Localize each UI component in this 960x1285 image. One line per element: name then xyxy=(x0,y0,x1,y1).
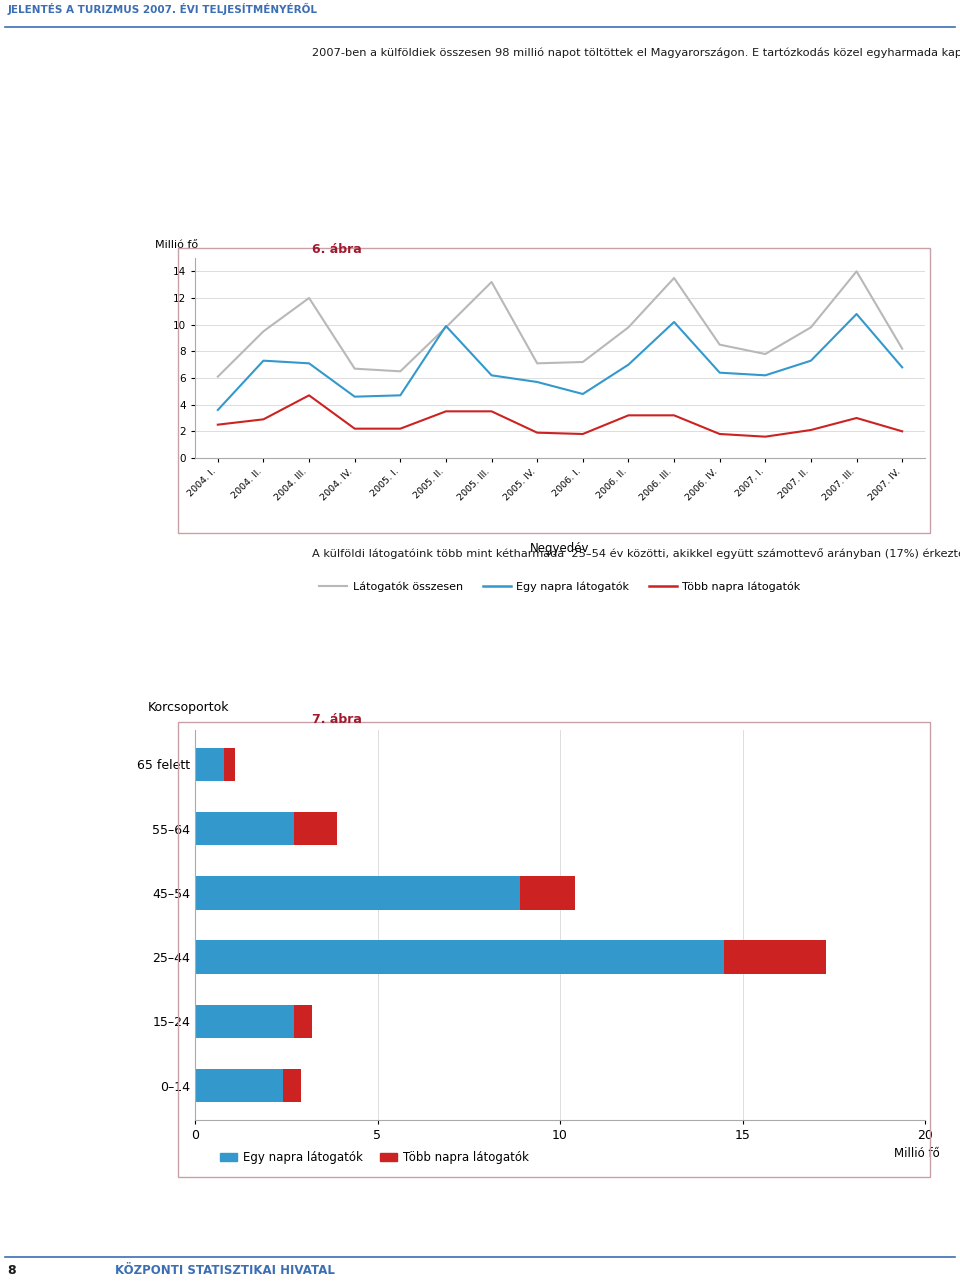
Text: KÖZPONTI STATISZTIKAI HIVATAL: KÖZPONTI STATISZTIKAI HIVATAL xyxy=(115,1264,335,1277)
Bar xyxy=(195,876,520,910)
Text: A Magyarországra
látogató külföldiek száma
korcsoportok szerint, 2007: A Magyarországra látogató külföldiek szá… xyxy=(36,783,204,822)
Legend: Látogatók összesen, Egy napra látogatók, Több napra látogatók: Látogatók összesen, Egy napra látogatók,… xyxy=(315,577,805,596)
Text: 2007-ben a külföldiek összesen 98 millió napot töltöttek el Magyarországon. E ta: 2007-ben a külföldiek összesen 98 millió… xyxy=(312,48,960,58)
Text: 7. ábra: 7. ábra xyxy=(312,713,362,726)
Bar xyxy=(225,748,235,781)
Bar xyxy=(195,941,724,974)
Bar xyxy=(195,1069,282,1103)
Bar xyxy=(282,1069,300,1103)
Bar xyxy=(724,941,827,974)
Text: Korcsoportok: Korcsoportok xyxy=(148,702,229,714)
Text: 8: 8 xyxy=(8,1264,16,1277)
Legend: Egy napra látogatók, Több napra látogatók: Egy napra látogatók, Több napra látogató… xyxy=(215,1146,533,1168)
Bar xyxy=(294,812,337,846)
Bar xyxy=(195,748,225,781)
Bar xyxy=(294,1005,312,1038)
Text: A látogatóforgalom szezonalitása,
2004–2007: A látogatóforgalom szezonalitása, 2004–2… xyxy=(12,302,227,325)
Text: A külföldi látogatóink több mint kétharmada  25–54 év közötti, akikkel együtt sz: A külföldi látogatóink több mint kétharm… xyxy=(312,547,960,559)
Bar xyxy=(195,1005,294,1038)
Bar xyxy=(195,812,294,846)
Text: Millió fő: Millió fő xyxy=(155,240,198,251)
Text: JELENTÉS A TURIZMUS 2007. ÉVI TELJESÍTMÉNYÉRŐL: JELENTÉS A TURIZMUS 2007. ÉVI TELJESÍTMÉ… xyxy=(8,3,318,14)
Text: 6. ábra: 6. ábra xyxy=(312,243,362,256)
Text: Negyedév: Negyedév xyxy=(530,542,589,555)
Text: Millió fő: Millió fő xyxy=(894,1148,940,1160)
Bar xyxy=(520,876,575,910)
